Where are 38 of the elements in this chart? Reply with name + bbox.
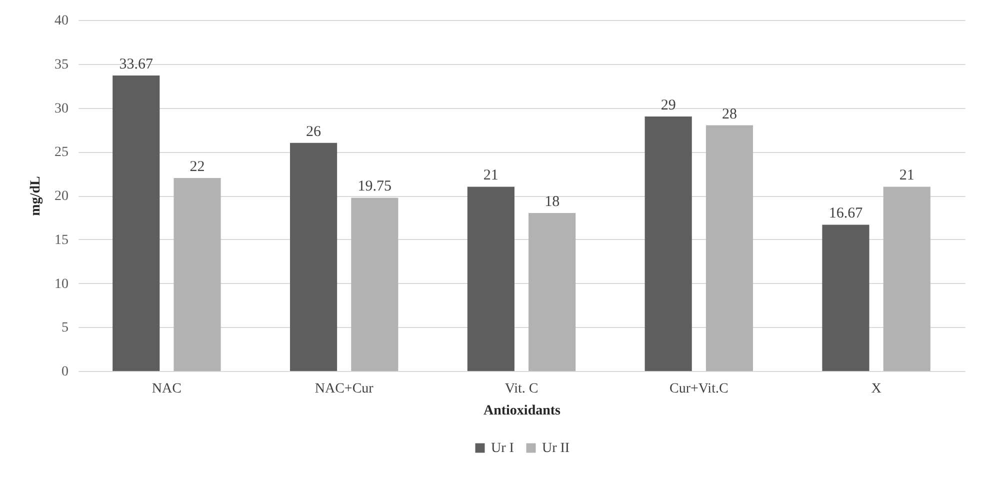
y-tick-label: 35 — [54, 57, 68, 72]
data-label: 21 — [899, 168, 914, 184]
data-label: 18 — [544, 194, 560, 210]
x-tick-label: Vit. C — [504, 382, 538, 396]
bar — [528, 213, 576, 371]
data-label: 33.67 — [119, 56, 154, 73]
x-axis-title: Antioxidants — [483, 404, 562, 418]
bar — [467, 186, 514, 371]
data-label: 21 — [483, 168, 498, 184]
x-tick-label: X — [871, 382, 882, 396]
data-label: 26 — [306, 124, 322, 140]
y-tick-label: 25 — [54, 145, 68, 160]
data-label: 22 — [190, 158, 205, 175]
x-tick-label: Cur+Vit.C — [670, 382, 728, 396]
y-tick-label: 0 — [62, 364, 68, 380]
x-tick-label: NAC — [152, 382, 182, 396]
bar — [290, 142, 338, 371]
data-label: 16.67 — [828, 206, 864, 222]
x-tick-label: NAC+Cur — [314, 382, 374, 396]
y-tick-label: 5 — [62, 320, 68, 336]
data-label: 28 — [722, 106, 737, 122]
y-tick-label: 15 — [54, 232, 68, 248]
bar — [706, 125, 754, 371]
bar — [112, 76, 160, 371]
y-tick-label: 40 — [54, 14, 68, 28]
bar — [644, 116, 692, 371]
data-label: 29 — [660, 98, 676, 114]
legend-label: Ur II — [542, 441, 570, 456]
y-axis-title: mg/dL — [28, 176, 44, 216]
y-tick-label: 20 — [54, 189, 68, 204]
y-tick-label: 30 — [54, 101, 68, 116]
data-label: 19.75 — [358, 178, 392, 195]
bar — [351, 198, 398, 371]
bar — [822, 224, 870, 371]
bar — [883, 186, 930, 371]
bar — [174, 178, 221, 371]
legend-label: Ur I — [491, 441, 514, 456]
y-tick-label: 10 — [54, 276, 68, 292]
